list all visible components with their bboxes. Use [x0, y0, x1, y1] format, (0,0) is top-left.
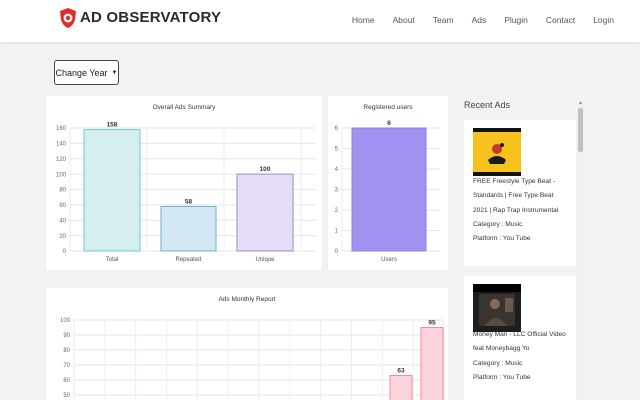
- x-tick-label: Users: [381, 257, 397, 263]
- nav-plugin[interactable]: Plugin: [504, 15, 528, 25]
- data-label: 95: [428, 320, 436, 327]
- nav-login[interactable]: Login: [593, 15, 614, 25]
- y-tick-label: 90: [63, 333, 70, 339]
- y-tick-label: 80: [63, 348, 70, 354]
- video-thumbnail-icon[interactable]: [473, 284, 521, 332]
- nav-home[interactable]: Home: [351, 15, 375, 25]
- scroll-up-arrow-icon[interactable]: ▲: [578, 100, 583, 106]
- recent-ad-details: Money Man - LLC Official Video feat Mone…: [473, 328, 573, 385]
- y-tick-label: 4: [335, 167, 339, 173]
- bar: [389, 375, 413, 400]
- bar: [83, 129, 141, 252]
- data-label: 58: [185, 198, 193, 205]
- y-tick-label: 1: [335, 229, 339, 235]
- scrollbar-thumb[interactable]: [578, 108, 583, 152]
- y-tick-label: 3: [335, 188, 339, 194]
- recent-ads-list[interactable]: FREE Freestyle Type Beat - Standards | F…: [462, 114, 586, 400]
- y-tick-label: 6: [335, 126, 339, 132]
- ads-monthly-report-chart: 4050607080901006395: [60, 318, 445, 400]
- nav-ads[interactable]: Ads: [471, 15, 487, 25]
- nav-contact[interactable]: Contact: [545, 15, 576, 25]
- recent-ad-category: Category : Music: [473, 220, 523, 228]
- x-tick-label: Unique: [255, 257, 275, 263]
- y-tick-label: 50: [63, 393, 70, 399]
- recent-ads-title: Recent Ads: [464, 100, 511, 110]
- y-tick-label: 20: [59, 234, 66, 240]
- data-label: 63: [397, 368, 405, 375]
- recent-ad-title-line[interactable]: Standards | Free Type Beat: [473, 192, 554, 200]
- bar: [236, 173, 294, 252]
- y-tick-label: 100: [60, 318, 71, 324]
- x-tick-label: Repeated: [175, 257, 201, 263]
- navbar: AD OBSERVATORY Home About Team Ads Plugi…: [0, 0, 640, 42]
- y-tick-label: 2: [335, 208, 339, 214]
- recent-ad-card[interactable]: FREE Freestyle Type Beat - Standards | F…: [464, 120, 576, 266]
- y-tick-label: 140: [56, 142, 67, 148]
- change-year-label: Change Year: [55, 67, 108, 78]
- bar: [160, 205, 217, 252]
- x-tick-label: Total: [106, 257, 119, 263]
- overall-ads-summary-chart: 0 20 40 60 80 100 120 140 160 158 Total 58 Repeated 1…: [56, 122, 316, 263]
- y-tick-label: 5: [335, 147, 339, 153]
- recent-ad-platform: Platform : You Tube: [473, 373, 531, 381]
- recent-ads-scrollbar[interactable]: ▲: [577, 100, 584, 400]
- brand-name[interactable]: AD OBSERVATORY: [80, 9, 222, 26]
- y-tick-label: 80: [59, 188, 66, 194]
- y-tick-label: 160: [56, 126, 67, 132]
- data-label: 100: [260, 166, 271, 173]
- data-label: 158: [107, 122, 118, 129]
- caret-down-icon: ▼: [111, 69, 118, 76]
- nav-about[interactable]: About: [392, 15, 415, 25]
- y-tick-label: 0: [335, 249, 339, 255]
- recent-ad-title-line[interactable]: FREE Freestyle Type Beat -: [473, 178, 555, 185]
- registered-users-title: Registered users: [363, 104, 413, 111]
- overall-ads-summary-title: Overall Ads Summary: [152, 104, 216, 111]
- recent-ad-card[interactable]: Money Man - LLC Official Video feat Mone…: [464, 276, 576, 400]
- shield-logo-icon[interactable]: [58, 7, 78, 29]
- y-tick-label: 60: [59, 203, 66, 209]
- recent-ad-platform: Platform : You Tube: [473, 235, 531, 243]
- recent-ad-category: Category : Music: [473, 359, 523, 367]
- ads-monthly-report-card: Ads Monthly Report 4050607080901006395: [46, 288, 448, 400]
- y-tick-label: 70: [63, 363, 70, 369]
- video-thumbnail-icon[interactable]: [473, 128, 521, 176]
- registered-users-chart: 0 1 2 3 4 5 6 6 Users: [335, 120, 440, 263]
- recent-ad-title-line[interactable]: 2021 | Rap Trap Instrumental: [473, 206, 559, 214]
- y-tick-label: 40: [59, 218, 66, 224]
- data-label: 6: [387, 120, 391, 127]
- change-year-dropdown[interactable]: Change Year ▼: [54, 60, 119, 85]
- y-tick-label: 0: [63, 249, 67, 255]
- y-tick-label: 120: [56, 157, 67, 163]
- y-tick-label: 60: [63, 378, 70, 384]
- bar: [351, 127, 427, 252]
- nav-links: Home About Team Ads Plugin Contact Login: [334, 15, 614, 25]
- nav-team[interactable]: Team: [432, 15, 454, 25]
- y-tick-label: 100: [56, 172, 67, 178]
- bar: [420, 327, 444, 400]
- ads-monthly-report-title: Ads Monthly Report: [218, 296, 276, 303]
- registered-users-card: Registered users 0 1 2 3 4 5 6 6 Users: [328, 96, 448, 270]
- recent-ad-title-line[interactable]: feat Moneybagg Yo: [473, 345, 530, 353]
- recent-ad-details: FREE Freestyle Type Beat - Standards | F…: [473, 175, 573, 246]
- recent-ad-title-line[interactable]: Money Man - LLC Official Video: [473, 331, 566, 338]
- overall-ads-summary-card: Overall Ads Summary 0 20 40 60 80 100 120 140 16…: [46, 96, 322, 270]
